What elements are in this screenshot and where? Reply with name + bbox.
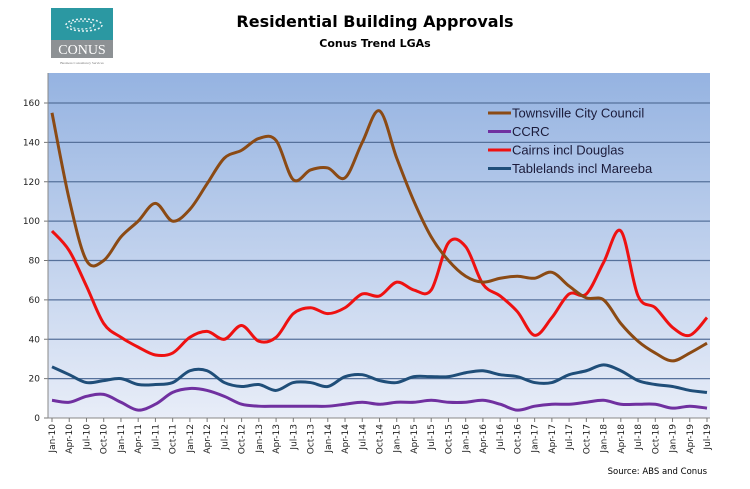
x-tick-label: Jul-17 [565,424,575,451]
source-note: Source: ABS and Conus [608,467,708,477]
x-tick-label: Jan-11 [117,424,127,454]
y-tick-label: 100 [23,217,40,227]
x-tick-label: Jul-10 [82,424,92,451]
logo-tagline: Business Consultancy Services [60,61,104,65]
x-tick-label: Jan-12 [186,424,196,454]
x-tick-label: Oct-14 [376,424,386,455]
logo-name: CONUS [58,43,105,58]
x-tick-label: Oct-16 [513,424,523,455]
x-tick-label: Jul-12 [220,424,230,451]
y-tick-label: 40 [29,335,41,345]
x-tick-label: Apr-17 [548,424,558,454]
series-line-townsville-city-council [50,109,708,363]
x-tick-label: Jul-13 [289,424,299,451]
x-tick-label: Oct-15 [444,424,454,454]
x-tick-label: Jan-16 [462,424,472,454]
series-line-tablelands-incl-mareeba [51,363,708,394]
legend-label-townsville-city-council: Townsville City Council [512,106,644,121]
x-tick-label: Jul-11 [151,424,161,451]
y-tick-label: 120 [23,178,40,188]
chart-subtitle: Conus Trend LGAs [319,37,431,50]
x-tick-label: Jan-13 [255,424,265,454]
x-tick-label: Apr-11 [134,424,144,454]
series-line-cairns-incl-douglas [50,228,709,358]
x-tick-label: Apr-15 [410,424,420,454]
x-tick-label: Oct-12 [238,424,248,454]
x-tick-label: Oct-13 [307,424,317,454]
y-tick-label: 80 [29,257,41,267]
x-tick-label: Apr-13 [272,424,282,454]
y-tick-label: 20 [29,375,41,385]
x-tick-label: Jul-16 [496,424,506,451]
y-tick-label: 60 [29,296,41,306]
x-tick-label: Jan-10 [48,424,58,454]
x-tick-label: Jan-14 [324,424,334,454]
x-tick-label: Apr-10 [65,424,75,454]
x-tick-label: Jul-15 [427,424,437,451]
x-tick-label: Oct-11 [169,424,179,454]
y-tick-label: 140 [23,138,40,148]
legend-label-cairns-incl-douglas: Cairns incl Douglas [512,143,624,158]
x-tick-label: Apr-16 [479,424,489,454]
x-tick-label: Jul-18 [634,424,644,451]
x-tick-label: Apr-19 [686,424,696,454]
x-tick-label: Oct-10 [100,424,110,455]
conus-logo: CONUS Business Consultancy Services [51,8,113,65]
y-tick-label: 160 [23,99,40,109]
x-tick-label: Oct-18 [651,424,661,455]
x-tick-label: Jul-19 [703,424,713,451]
x-tick-label: Jan-19 [669,424,679,454]
legend-label-tablelands-incl-mareeba: Tablelands incl Mareeba [512,161,653,176]
plot-area [48,73,710,418]
x-tick-label: Apr-18 [617,424,627,454]
legend: Townsville City Council CCRC Cairns incl D… [488,106,653,176]
series-line-ccrc [51,386,708,412]
x-tick-label: Jul-14 [358,424,368,451]
x-tick-label: Oct-17 [582,424,592,454]
x-tick-label: Jan-15 [393,424,403,454]
x-tick-label: Jan-18 [600,424,610,454]
x-tick-label: Apr-12 [203,424,213,454]
chart-title: Residential Building Approvals [236,12,513,31]
x-tick-label: Jan-17 [531,424,541,454]
legend-label-ccrc: CCRC [512,124,550,139]
y-tick-label: 0 [34,414,40,424]
x-tick-label: Apr-14 [341,424,351,454]
